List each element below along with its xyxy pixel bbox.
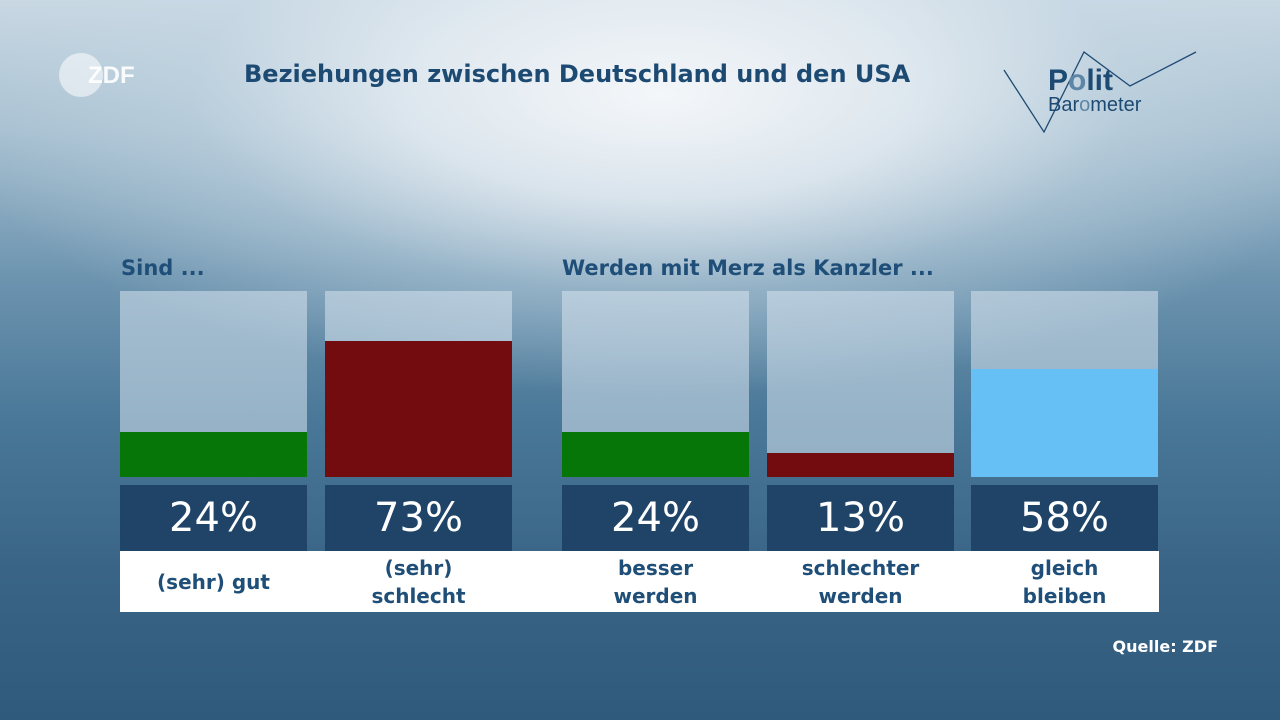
bar-sehr-schlecht bbox=[325, 341, 512, 477]
chart-title: Beziehungen zwischen Deutschland und den… bbox=[244, 60, 911, 88]
category-label-schlechter-werden: schlechter werden bbox=[801, 555, 920, 608]
politbarometer-logo: Polit Barometer bbox=[1003, 51, 1197, 134]
svg-text:Barometer: Barometer bbox=[1048, 94, 1142, 116]
category-label-besser-werden: besser werden bbox=[613, 555, 698, 608]
bar-besser-werden bbox=[562, 432, 749, 477]
value-label-sehr-schlecht: 73% bbox=[325, 485, 512, 551]
bar-schlechter-werden bbox=[767, 452, 954, 477]
zdf-logo-text: ZDF bbox=[88, 62, 135, 89]
group-label-werden: Werden mit Merz als Kanzler ... bbox=[562, 256, 934, 280]
bar-track-besser-werden bbox=[562, 291, 749, 477]
value-label-besser-werden: 24% bbox=[562, 485, 749, 551]
value-label-sehr-gut: 24% bbox=[120, 485, 307, 551]
bar-sehr-gut bbox=[120, 432, 307, 477]
group-label-sind: Sind ... bbox=[121, 256, 205, 280]
source-note: Quelle: ZDF bbox=[1112, 637, 1218, 656]
bar-track-sehr-gut bbox=[120, 291, 307, 477]
bar-track-gleich-bleiben bbox=[971, 291, 1158, 477]
zdf-logo: ZDF bbox=[59, 53, 135, 97]
value-label-gleich-bleiben: 58% bbox=[971, 485, 1158, 551]
bar-track-schlechter-werden bbox=[767, 291, 954, 477]
bar-track-sehr-schlecht bbox=[325, 291, 512, 477]
bar-gleich-bleiben bbox=[971, 369, 1158, 477]
svg-text:Polit: Polit bbox=[1048, 64, 1113, 97]
category-label-gleich-bleiben: gleich bleiben bbox=[1022, 555, 1107, 608]
category-label-sehr-gut: (sehr) gut bbox=[157, 569, 270, 594]
category-label-sehr-schlecht: (sehr) schlecht bbox=[371, 555, 466, 608]
category-label-strip bbox=[120, 551, 1159, 612]
value-label-schlechter-werden: 13% bbox=[767, 485, 954, 551]
